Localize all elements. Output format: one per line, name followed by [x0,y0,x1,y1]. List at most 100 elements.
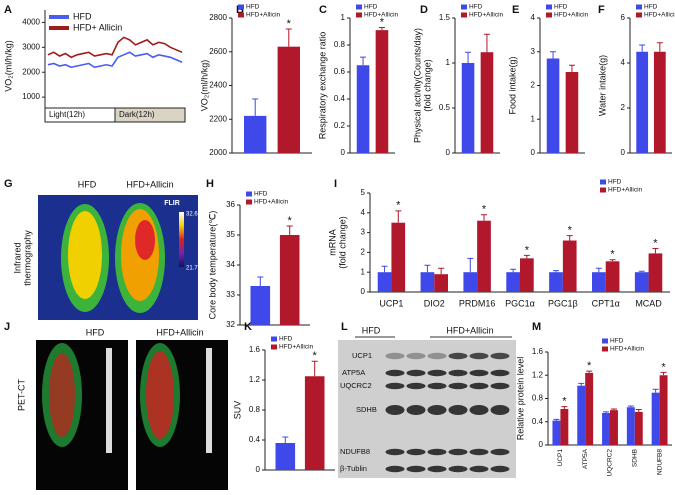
y-tick-label: 5 [361,188,366,197]
y-tick-label: 2600 [209,47,227,56]
y-axis-label: Food intake(g) [507,56,517,114]
y-tick-label: 0 [361,287,366,296]
panel-letter: L [341,321,348,333]
legend-swatch [356,12,362,18]
panel-letter: K [244,321,252,333]
legend-swatch [600,187,606,193]
panel-letter: E [512,4,519,16]
legend-label: HFD+Allicin [608,187,643,194]
bar [565,72,579,153]
y-tick-label: 35 [226,230,235,239]
y-tick-label: 3 [361,228,366,237]
protein-label: UCP1 [352,351,372,360]
error-bar [586,370,593,373]
significance: * [653,237,658,249]
y-tick-label: 1 [531,114,536,123]
significance: * [482,204,487,216]
bar [552,420,561,445]
x-tick-label: CPT1α [592,298,620,308]
bar [356,65,370,153]
panel-letter: F [598,4,605,16]
y-tick-label: 0.8 [334,40,346,49]
band [448,369,468,377]
group-label: HFD [78,179,97,189]
error-bar [550,51,557,59]
y-tick-label: 2000 [209,148,227,157]
error-bar [603,411,610,414]
bar [420,272,435,292]
color-scale [179,212,184,267]
error-bar [553,270,559,273]
error-bar [481,214,487,221]
phase-label: Dark(12h) [119,110,155,119]
y-tick-label: 33 [226,290,235,299]
band [490,405,510,415]
error-bar [510,268,517,273]
y-tick-label: 34 [226,260,235,269]
y-tick-label: 0 [621,148,626,157]
legend-label: HFD+ Allicin [73,22,122,32]
legend-label: HFD [644,4,658,11]
y-tick-label: 6 [621,13,626,22]
significance: * [525,244,530,256]
bar [648,253,663,292]
group-label: HFD+Allicin [156,327,203,337]
bar [577,385,586,445]
y-tick-label: 4000 [22,18,40,27]
y-tick-label: 32 [226,320,235,329]
legend-swatch [238,4,244,10]
panel-letter: D [420,4,428,16]
error-bar [465,51,472,63]
y-tick-label: 2200 [209,114,227,123]
significance: * [661,361,666,373]
y-tick-label: 0.4 [249,435,261,444]
band [469,382,489,390]
line [47,51,183,69]
significance: * [568,224,573,236]
error-bar [635,409,642,412]
error-bar [652,388,659,393]
error-bar [467,257,474,273]
error-bar [610,408,617,411]
y-tick-label: 0.2 [334,121,346,130]
y-axis-label: VO₂(ml/h/kg) [199,60,209,112]
legend-swatch [546,12,552,18]
bar [651,392,660,445]
band [427,352,447,360]
band [490,369,510,377]
panel-letter: B [236,4,244,16]
bar [275,443,296,470]
error-bar [257,276,264,286]
error-bar [424,264,431,273]
legend-label: HFD+Allicin [254,199,289,206]
protein-label: NDUFB8 [340,447,370,456]
y-tick-label: 0 [539,440,544,449]
legend-swatch [602,346,608,352]
bar [634,411,643,445]
error-bar [360,56,367,66]
band [469,405,489,415]
y-tick-label: 0.4 [334,94,346,103]
y-tick-label: 36 [226,200,235,209]
band [427,405,447,415]
band [406,405,426,415]
bar [659,375,668,445]
bar [602,413,610,445]
legend-label: HFD [246,4,260,11]
error-bar [483,33,490,53]
bar [279,235,300,325]
band [448,382,468,390]
panel-letter: C [319,4,327,16]
thermography-panel: G HFD HFD+Allicin Infrared thermography … [4,178,198,320]
legend-label: HFD [469,4,483,11]
legend-swatch [238,12,244,18]
legend-swatch [600,179,606,185]
bar [480,52,494,154]
significance: * [288,215,293,227]
y-tick-label: 0.8 [249,405,261,414]
y-tick-label: 3000 [22,42,40,51]
mouse [49,353,75,437]
error-bar [311,360,318,377]
y-tick-label: 1.2 [532,370,544,379]
